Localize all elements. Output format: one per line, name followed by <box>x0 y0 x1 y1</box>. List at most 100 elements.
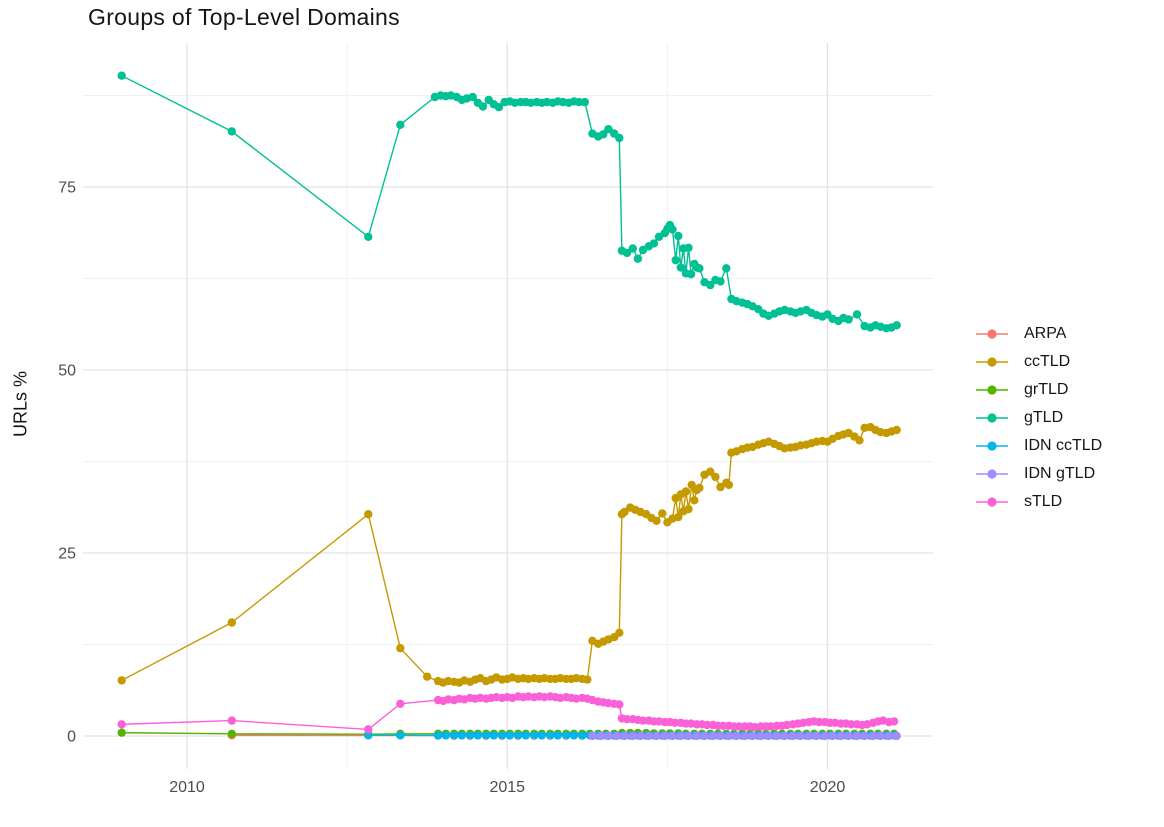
series-point-cctld <box>724 480 734 490</box>
series-point-cctld <box>706 467 715 476</box>
series-point-idn-gtld <box>708 731 718 741</box>
series-point-idn-gtld <box>636 731 645 741</box>
series-point-idn-gtld <box>780 731 789 741</box>
series-point-cctld <box>892 425 901 435</box>
series-point-gtld <box>478 102 488 111</box>
legend-item-idn-cctld: IDN ccTLD <box>975 434 1102 457</box>
series-point-idn-gtld <box>868 731 878 741</box>
series-point-idn-gtld <box>644 731 653 741</box>
series-point-cctld <box>687 480 696 490</box>
legend-key-icon <box>976 328 1008 339</box>
series-point-idn-cctld <box>505 731 514 740</box>
series-point-idn-cctld <box>433 731 443 740</box>
series-point-gtld <box>622 248 632 258</box>
series-point-idn-gtld <box>660 731 669 741</box>
legend-label: ccTLD <box>1024 352 1071 370</box>
legend-label: IDN gTLD <box>1024 464 1096 482</box>
series-point-gtld <box>892 321 901 330</box>
series-point-gtld <box>684 243 693 252</box>
series-point-cctld <box>620 507 629 517</box>
series-point-idn-gtld <box>844 731 853 741</box>
series-point-idn-cctld <box>537 731 546 740</box>
series-point-stld <box>638 716 648 725</box>
legend-label: ARPA <box>1024 324 1067 342</box>
legend-key-icon <box>976 468 1008 479</box>
series-point-gtld <box>686 269 696 279</box>
y-tick-label: 75 <box>58 180 76 197</box>
series-point-stld <box>718 721 728 730</box>
series-point-cctld <box>690 496 699 505</box>
series-point-idn-gtld <box>796 731 805 741</box>
series-point-cctld <box>674 512 683 522</box>
series-point-idn-cctld <box>441 731 450 740</box>
series-point-idn-gtld <box>860 731 869 741</box>
y-tick-label: 0 <box>67 729 76 746</box>
legend-key-icon <box>976 356 1008 367</box>
y-tick-label: 25 <box>58 546 76 563</box>
series-point-idn-cctld <box>497 731 507 740</box>
series-point-cctld <box>684 504 693 514</box>
legend-key-icon <box>976 496 1008 507</box>
series-point-grtld <box>227 729 236 738</box>
series-point-idn-gtld <box>748 731 757 741</box>
series-point-idn-gtld <box>788 731 798 741</box>
x-tick-label: 2015 <box>489 779 525 796</box>
series-point-grtld <box>117 728 126 737</box>
series-point-idn-gtld <box>884 731 894 741</box>
chart-title: Groups of Top-Level Domains <box>88 4 400 30</box>
legend-item-stld: sTLD <box>975 490 1102 513</box>
series-point-idn-gtld <box>828 731 837 741</box>
series-point-idn-gtld <box>804 731 814 741</box>
series-point-idn-gtld <box>836 731 846 741</box>
legend-key-icon <box>976 440 1008 451</box>
legend-key-icon <box>976 412 1008 423</box>
series-point-idn-gtld <box>724 731 734 741</box>
series-point-gtld <box>599 130 608 139</box>
series-point-stld <box>615 700 624 709</box>
series-point-idn-gtld <box>732 731 741 741</box>
series-point-idn-cctld <box>457 731 466 740</box>
series-point-cctld <box>855 436 864 445</box>
series-point-idn-gtld <box>700 731 709 741</box>
legend-label: IDN ccTLD <box>1024 436 1103 454</box>
series-point-idn-gtld <box>612 731 621 741</box>
x-tick-label: 2010 <box>169 779 205 796</box>
series-point-gtld <box>574 97 584 107</box>
legend: ARPA ccTLD grTLD gTLD IDN ccTLD IDN gTLD sTLD <box>975 322 1102 513</box>
series-point-gtld <box>494 103 504 112</box>
series-point-cctld <box>364 510 373 519</box>
series-point-cctld <box>396 644 405 653</box>
series-point-cctld <box>117 676 126 685</box>
series-point-gtld <box>671 256 680 265</box>
series-point-idn-cctld <box>396 731 405 740</box>
series-point-idn-gtld <box>628 731 637 741</box>
series-point-stld <box>889 717 899 726</box>
legend-item-arpa: ARPA <box>975 322 1102 345</box>
series-point-gtld <box>706 280 715 290</box>
series-point-gtld <box>604 125 613 134</box>
legend-item-gtld: gTLD <box>975 406 1102 429</box>
series-point-idn-gtld <box>684 731 693 741</box>
series-point-gtld <box>668 225 677 234</box>
legend-item-cctld: ccTLD <box>975 350 1102 373</box>
legend-label: gTLD <box>1024 408 1064 426</box>
series-point-stld <box>117 720 126 729</box>
series-point-idn-cctld <box>465 731 475 740</box>
series-point-cctld <box>652 516 661 525</box>
series-point-idn-gtld <box>892 731 901 741</box>
series-point-idn-gtld <box>740 731 750 741</box>
series-point-cctld <box>695 483 704 493</box>
legend-item-idn-gtld: IDN gTLD <box>975 462 1102 485</box>
series-point-idn-gtld <box>604 731 613 741</box>
x-tick-label: 2020 <box>810 779 846 796</box>
series-point-idn-gtld <box>716 731 725 741</box>
series-point-idn-gtld <box>772 731 782 741</box>
series-point-gtld <box>844 315 853 324</box>
series-point-gtld <box>628 244 637 253</box>
series-point-gtld <box>722 264 731 273</box>
series-point-cctld <box>716 482 725 492</box>
series-point-gtld <box>676 263 685 272</box>
series-point-gtld <box>580 97 589 107</box>
